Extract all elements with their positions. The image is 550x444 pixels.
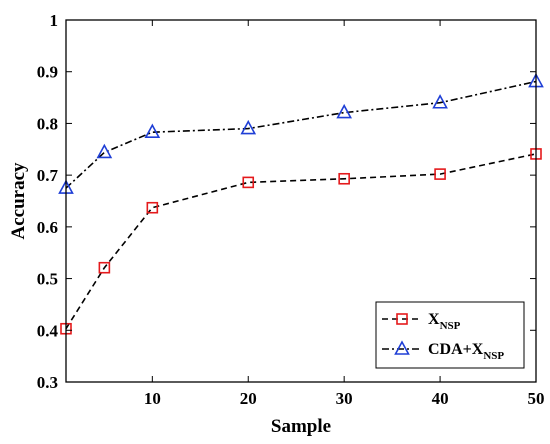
x-axis-tick-labels: 10 20 30 40 50 bbox=[144, 389, 545, 408]
series-line-1 bbox=[65, 80, 537, 189]
legend-label-0: XNSP bbox=[428, 311, 461, 332]
x-tick-label: 40 bbox=[432, 389, 449, 408]
series-markers bbox=[58, 72, 544, 335]
legend-marker-0 bbox=[396, 313, 408, 325]
plot-area-frame bbox=[65, 19, 537, 383]
data-point-series-1 bbox=[240, 119, 257, 135]
y-tick-label: 0.7 bbox=[37, 166, 59, 185]
x-axis-label: Sample bbox=[271, 416, 331, 437]
data-point-series-1 bbox=[144, 123, 161, 139]
y-tick-label: 0.8 bbox=[37, 114, 58, 133]
series-line-0 bbox=[65, 153, 537, 330]
data-point-series-1 bbox=[96, 143, 113, 159]
y-tick-label: 0.6 bbox=[37, 218, 58, 237]
y-tick-label: 0.5 bbox=[37, 270, 58, 289]
y-tick-label: 1 bbox=[50, 11, 59, 30]
axis-ticks bbox=[66, 19, 537, 383]
legend: XNSP CDA+XNSP bbox=[375, 301, 525, 369]
data-point-series-0 bbox=[434, 168, 446, 180]
x-tick-label: 30 bbox=[336, 389, 353, 408]
y-tick-label: 0.4 bbox=[37, 321, 59, 340]
legend-box bbox=[375, 301, 525, 369]
data-point-series-0 bbox=[338, 172, 350, 185]
x-tick-label: 50 bbox=[528, 389, 545, 408]
data-point-series-0 bbox=[242, 176, 255, 189]
data-point-series-0 bbox=[98, 261, 111, 274]
y-axis-tick-labels: 0.3 0.4 0.5 0.6 0.7 0.8 0.9 1 bbox=[37, 11, 59, 392]
legend-label-1: CDA+XNSP bbox=[428, 341, 504, 362]
legend-marker-1 bbox=[394, 340, 410, 355]
x-tick-label: 10 bbox=[144, 389, 161, 408]
series-lines bbox=[65, 80, 537, 330]
y-axis-label: Accuracy bbox=[8, 162, 29, 240]
x-tick-label: 20 bbox=[240, 389, 257, 408]
data-point-series-1 bbox=[336, 103, 353, 119]
data-point-series-1 bbox=[432, 94, 448, 109]
data-point-series-0 bbox=[146, 201, 159, 214]
y-tick-label: 0.9 bbox=[37, 63, 58, 82]
y-tick-label: 0.3 bbox=[37, 373, 58, 392]
